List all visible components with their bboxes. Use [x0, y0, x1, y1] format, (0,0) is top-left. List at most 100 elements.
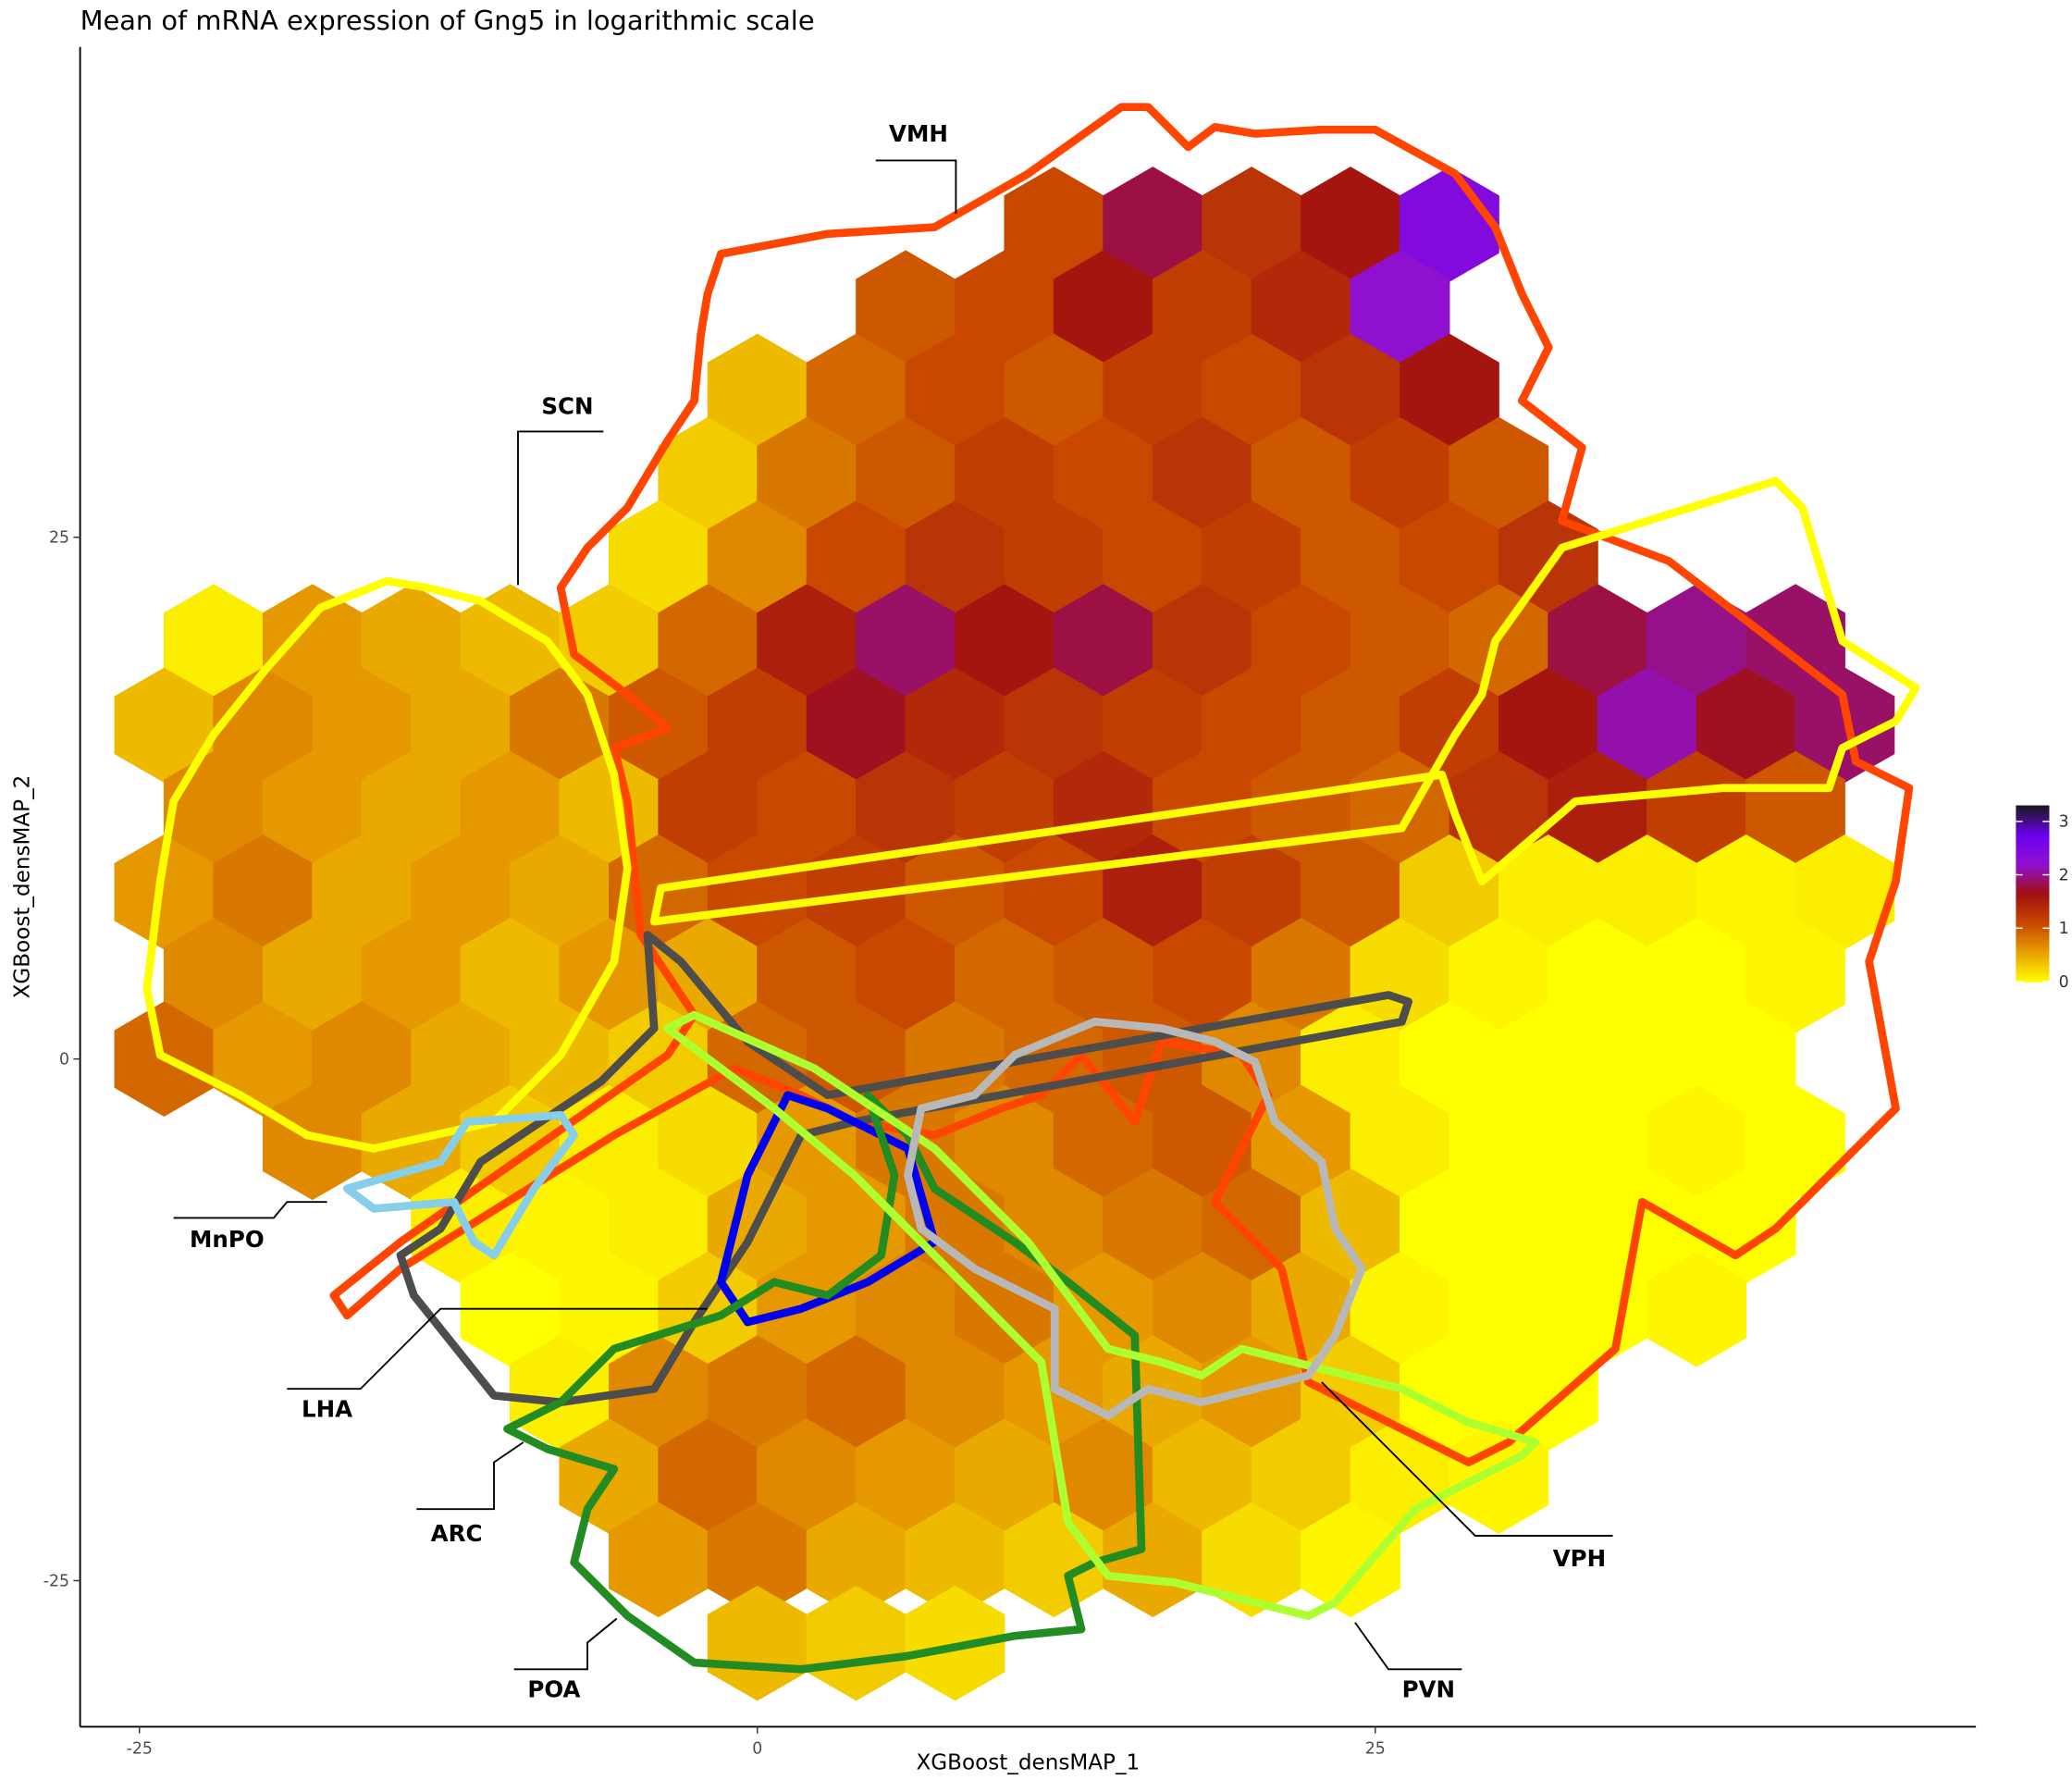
hex-bin	[1350, 250, 1450, 365]
hex-bin	[1696, 1168, 1796, 1284]
hex-bin	[312, 1001, 413, 1117]
hex-bin	[1498, 1168, 1598, 1284]
hex-bin	[707, 1585, 808, 1701]
hex-bin	[1498, 1335, 1598, 1451]
leader-line	[875, 159, 957, 215]
hex-bin	[1597, 834, 1697, 950]
hex-bin	[1449, 1084, 1549, 1201]
colorbar-segment	[2016, 884, 2050, 889]
hex-bin	[1152, 250, 1252, 365]
hex-bin	[1400, 1168, 1499, 1284]
hex-bin	[1103, 501, 1203, 616]
hex-bin	[806, 501, 906, 616]
colorbar-segment	[2016, 810, 2050, 815]
region-label: VMH	[889, 120, 948, 147]
hex-bin	[1548, 918, 1648, 1033]
colorbar-segment	[2016, 922, 2050, 927]
hex-bin	[806, 667, 906, 783]
hex-bin	[1400, 501, 1499, 616]
y-tick-label: 0	[59, 1050, 69, 1069]
hex-bin	[1251, 250, 1351, 365]
region-outline	[649, 476, 1920, 926]
colorbar-segment	[2016, 893, 2050, 897]
colorbar-segment	[2016, 852, 2050, 857]
hex-bin	[1400, 333, 1499, 450]
leader-line	[416, 1441, 524, 1511]
hex-bin	[1745, 918, 1845, 1033]
hex-layer	[114, 167, 1895, 1701]
hex-bin	[856, 584, 956, 699]
hex-bin	[1152, 416, 1252, 533]
hex-bin	[955, 918, 1054, 1033]
hex-bin	[312, 834, 413, 950]
colorbar-segment	[2016, 917, 2050, 921]
hex-bin	[262, 1084, 363, 1201]
hex-bin	[1103, 167, 1203, 282]
colorbar-segment	[2016, 955, 2050, 959]
hex-bin	[1696, 667, 1796, 783]
hex-bin	[262, 918, 363, 1033]
colorbar-segment	[2016, 834, 2050, 839]
region-outlines	[142, 103, 1920, 1674]
hex-bin	[1301, 1502, 1401, 1618]
hex-bin	[707, 1335, 808, 1451]
colorbar-segment	[2016, 960, 2050, 965]
hex-bin	[1053, 918, 1153, 1033]
hex-bin	[1597, 667, 1697, 783]
hex-bin	[905, 333, 1005, 450]
hex-bin	[658, 416, 758, 533]
colorbar-segment	[2016, 967, 2050, 971]
hex-bin	[905, 1502, 1005, 1618]
hex-bin	[559, 584, 660, 699]
hex-bin	[1597, 1001, 1697, 1117]
colorbar-segment	[2016, 946, 2050, 950]
hex-bin	[658, 1418, 758, 1534]
colorbar-segment	[2016, 867, 2050, 871]
colorbar-segment	[2016, 825, 2050, 830]
hex-bin	[905, 667, 1005, 783]
leader-line	[287, 1307, 708, 1391]
colorbar-segment	[2016, 914, 2050, 918]
hex-bin	[163, 918, 264, 1033]
colorbar-segment	[2016, 972, 2050, 977]
hex-bin	[707, 501, 808, 616]
colorbar-segment	[2016, 808, 2050, 812]
hex-bin	[1103, 333, 1203, 450]
hex-bin	[658, 584, 758, 699]
hex-bin	[1053, 584, 1153, 699]
hex-bin	[213, 667, 314, 783]
colorbar-label: 0	[2059, 973, 2069, 992]
hex-bin	[707, 1502, 808, 1618]
colorbar-segment	[2016, 837, 2050, 842]
hex-bin	[1004, 167, 1104, 282]
hex-bin	[1400, 1001, 1499, 1117]
hex-bin	[1103, 1168, 1203, 1284]
hex-bin	[1251, 416, 1351, 533]
hex-bin	[1597, 1168, 1697, 1284]
colorbar-segment	[2016, 849, 2050, 854]
colorbar-label: 3	[2059, 813, 2069, 832]
hex-bin	[1350, 416, 1450, 533]
hex-bin	[1350, 584, 1450, 699]
hex-bin	[114, 667, 215, 783]
hex-bin	[1202, 501, 1302, 616]
colorbar-segment	[2016, 975, 2050, 980]
colorbar-segment	[2016, 928, 2050, 933]
hex-bin	[1400, 667, 1499, 783]
x-tick-label: 25	[1365, 1739, 1386, 1758]
colorbar-segment	[2016, 896, 2050, 900]
hex-bin	[1301, 167, 1401, 282]
hex-bin	[955, 250, 1054, 365]
hex-bin	[1004, 834, 1104, 950]
colorbar-segment	[2016, 814, 2050, 818]
hex-bin	[856, 416, 956, 533]
hex-bin	[213, 834, 314, 950]
x-axis-title: XGBoost_densMAP_1	[916, 1751, 1140, 1775]
hex-bin	[1053, 250, 1153, 365]
hex-bin	[1449, 416, 1549, 533]
hex-bin	[1301, 1335, 1401, 1451]
colorbar-label: 2	[2059, 866, 2069, 884]
region-label: MnPO	[190, 1226, 265, 1253]
hex-bin	[1794, 834, 1895, 950]
hex-bin	[1301, 667, 1401, 783]
